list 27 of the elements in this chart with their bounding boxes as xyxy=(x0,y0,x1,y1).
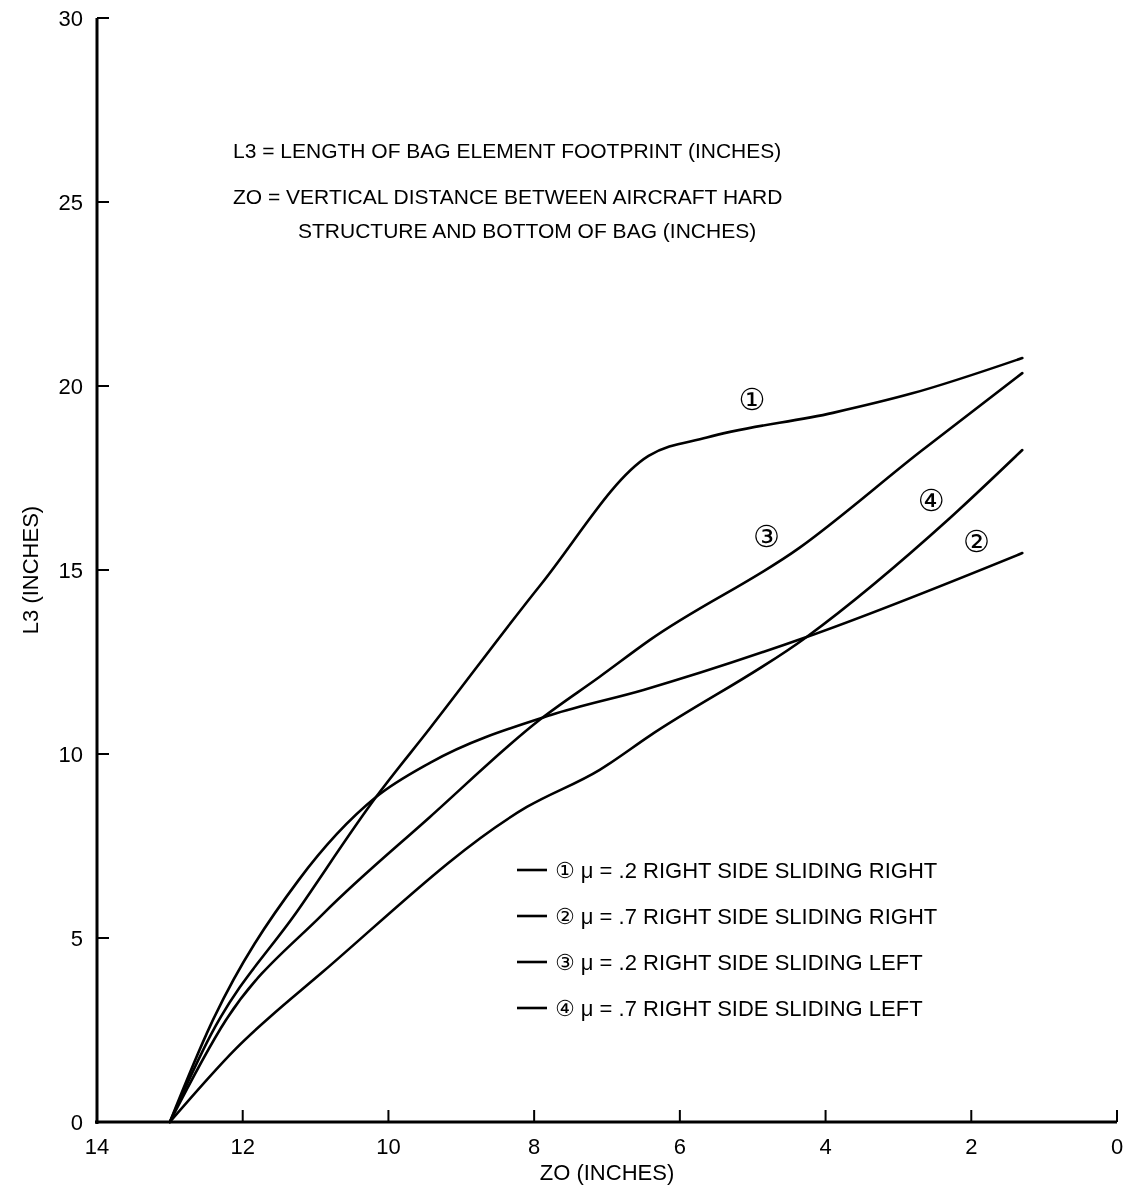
y-tick-label: 20 xyxy=(58,374,83,399)
x-tick-label: 10 xyxy=(376,1134,401,1159)
x-tick-label: 8 xyxy=(528,1134,541,1159)
x-tick-label: 2 xyxy=(965,1134,978,1159)
annotation: ④ xyxy=(917,483,945,517)
annotation: L3 = LENGTH OF BAG ELEMENT FOOTPRINT (INCHES) xyxy=(233,139,782,162)
x-tick-label: 12 xyxy=(230,1134,255,1159)
annotation: ① xyxy=(738,383,766,417)
y-tick-label: 30 xyxy=(58,6,83,31)
y-axis-title: L3 (INCHES) xyxy=(18,505,43,635)
y-tick-label: 5 xyxy=(70,926,83,951)
legend-label: ④ μ = .7 RIGHT SIDE SLIDING LEFT xyxy=(555,996,923,1021)
x-axis-title: ZO (INCHES) xyxy=(539,1160,675,1185)
x-tick-label: 4 xyxy=(819,1134,832,1159)
legend-label: ② μ = .7 RIGHT SIDE SLIDING RIGHT xyxy=(555,904,938,929)
annotation: ② xyxy=(962,524,990,558)
y-tick-label: 15 xyxy=(58,558,83,583)
x-tick-label: 6 xyxy=(673,1134,686,1159)
legend-label: ③ μ = .2 RIGHT SIDE SLIDING LEFT xyxy=(555,950,923,975)
legend-label: ① μ = .2 RIGHT SIDE SLIDING RIGHT xyxy=(555,858,938,883)
annotation: ZO = VERTICAL DISTANCE BETWEEN AIRCRAFT HARD STRUCTURE AND BOTTOM OF BAG (INCHES) xyxy=(233,185,783,242)
y-tick-label: 0 xyxy=(70,1110,83,1135)
y-tick-label: 10 xyxy=(58,742,83,767)
annotation: ③ xyxy=(753,519,781,553)
x-tick-label: 14 xyxy=(84,1134,110,1159)
x-tick-label: 0 xyxy=(1110,1134,1124,1159)
y-tick-label: 25 xyxy=(58,190,83,215)
